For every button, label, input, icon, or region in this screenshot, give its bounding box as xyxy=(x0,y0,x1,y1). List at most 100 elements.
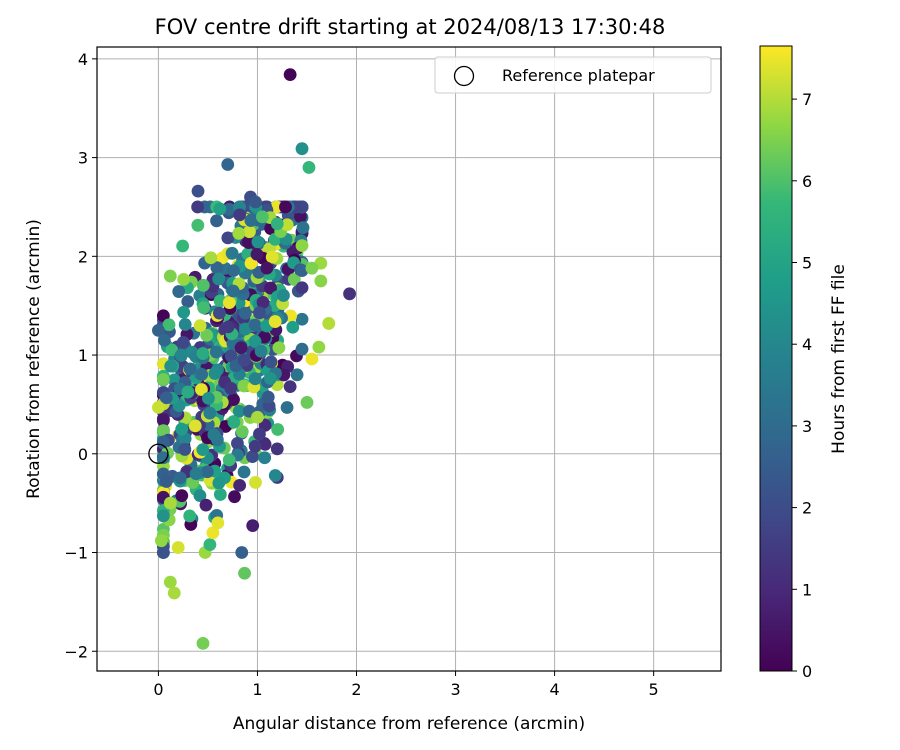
data-point xyxy=(177,305,191,319)
y-tick-label: 0 xyxy=(78,445,88,464)
data-point xyxy=(191,218,205,232)
data-point xyxy=(231,436,244,450)
data-point xyxy=(178,318,192,331)
legend: Reference platepar xyxy=(434,56,712,94)
reference-platepar-point xyxy=(148,443,169,464)
reference-marker xyxy=(148,443,169,464)
plot-frame xyxy=(96,46,722,672)
data-point xyxy=(199,498,213,512)
data-point xyxy=(268,315,282,328)
data-point xyxy=(270,217,284,231)
x-tick-label: 1 xyxy=(252,680,262,699)
data-point xyxy=(204,251,218,265)
data-point xyxy=(258,451,272,465)
data-point xyxy=(221,231,235,245)
data-point xyxy=(238,322,252,336)
data-point xyxy=(234,341,248,355)
data-point xyxy=(261,390,275,404)
data-point xyxy=(238,566,251,580)
data-point xyxy=(213,202,227,216)
x-axis-label: Angular distance from reference (arcmin) xyxy=(233,714,585,734)
data-point xyxy=(213,488,227,501)
data-point xyxy=(207,428,221,442)
data-point xyxy=(175,422,189,436)
data-point xyxy=(196,347,210,360)
data-point xyxy=(156,451,170,465)
data-point xyxy=(156,373,170,386)
data-point xyxy=(279,200,292,214)
data-point xyxy=(203,406,217,420)
data-point xyxy=(176,239,190,253)
data-point xyxy=(243,225,256,239)
data-point xyxy=(256,295,270,309)
data-point xyxy=(224,349,238,363)
data-point xyxy=(195,383,208,396)
y-tick-label: −2 xyxy=(64,642,88,661)
data-point xyxy=(295,264,309,277)
data-point xyxy=(197,301,211,315)
data-point xyxy=(246,450,259,464)
data-point xyxy=(264,281,277,295)
data-point xyxy=(233,208,247,222)
data-point xyxy=(249,476,262,489)
data-point xyxy=(227,393,240,407)
data-point xyxy=(211,516,225,530)
data-point xyxy=(154,534,168,548)
data-point xyxy=(173,471,187,485)
data-point xyxy=(235,425,249,439)
data-point xyxy=(175,489,189,503)
data-point xyxy=(296,221,310,235)
data-point xyxy=(203,538,217,552)
data-point xyxy=(193,319,207,332)
data-point xyxy=(208,367,222,380)
data-point xyxy=(314,274,328,288)
data-point xyxy=(227,415,241,429)
data-point xyxy=(254,344,268,358)
data-point xyxy=(221,320,235,334)
data-point xyxy=(165,343,179,357)
y-axis-label: Rotation from reference (arcmin) xyxy=(24,219,44,499)
y-tick-label: 1 xyxy=(78,346,88,365)
data-point xyxy=(209,345,223,359)
data-point xyxy=(221,158,235,171)
data-point xyxy=(156,424,170,437)
data-point xyxy=(200,328,214,342)
colorbar-ticks: 0 1 2 3 4 5 6 7 xyxy=(792,90,812,681)
data-point xyxy=(280,401,294,414)
y-tick-label: 4 xyxy=(78,50,88,69)
data-point xyxy=(174,348,188,362)
data-point xyxy=(305,261,319,275)
colorbar-tick-label: 0 xyxy=(802,662,812,681)
data-point xyxy=(343,287,356,301)
data-point xyxy=(181,385,195,399)
data-point xyxy=(156,414,170,427)
data-point xyxy=(222,453,236,467)
data-point xyxy=(235,546,249,559)
data-point xyxy=(183,509,197,523)
data-point xyxy=(260,261,274,275)
data-point xyxy=(177,272,191,286)
data-point xyxy=(212,476,226,490)
data-point xyxy=(312,340,326,354)
data-point xyxy=(268,469,282,482)
data-point xyxy=(225,246,239,260)
data-point xyxy=(248,335,262,348)
data-point xyxy=(188,419,202,433)
data-point xyxy=(193,489,207,503)
data-point xyxy=(159,475,173,488)
data-point xyxy=(183,362,197,376)
x-tick-label: 0 xyxy=(153,680,163,699)
data-point xyxy=(164,359,178,373)
data-point xyxy=(294,210,307,224)
data-point xyxy=(156,509,170,523)
colorbar-tick-label: 5 xyxy=(802,254,812,273)
data-point xyxy=(210,261,224,275)
data-point xyxy=(232,226,246,240)
data-point xyxy=(152,323,165,337)
data-point xyxy=(212,272,226,286)
data-point xyxy=(172,285,186,298)
data-point xyxy=(295,281,309,295)
data-point xyxy=(251,410,264,424)
data-point xyxy=(163,575,177,589)
